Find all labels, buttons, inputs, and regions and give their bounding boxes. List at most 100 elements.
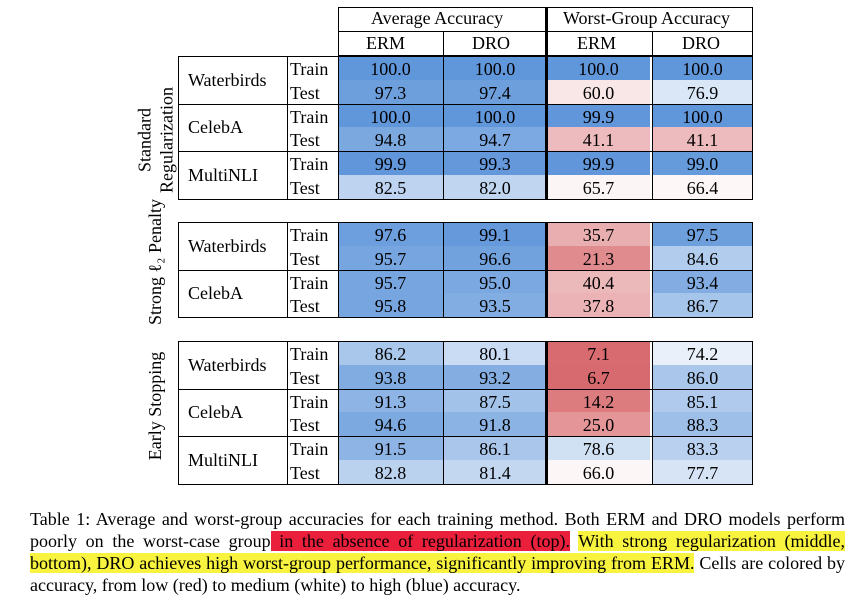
header-dro-average: DRO xyxy=(472,33,511,53)
header-erm-average: ERM xyxy=(366,33,406,53)
split-label: Test xyxy=(290,178,320,198)
value-cell: 97.3 xyxy=(338,80,443,105)
table-rule xyxy=(443,222,444,317)
dataset-name: Waterbirds xyxy=(188,236,267,256)
value-cell: 82.0 xyxy=(443,175,547,200)
table-rule xyxy=(178,222,179,317)
dataset-name: CelebA xyxy=(188,402,243,422)
table-rule xyxy=(443,31,444,55)
split-label: Train xyxy=(290,344,329,364)
table-rule xyxy=(178,270,753,271)
caption-highlight-red: in the absence of regularization (top). xyxy=(270,531,570,551)
value-cell: 88.3 xyxy=(652,412,753,437)
section-label-line: Regularization xyxy=(156,87,176,193)
header-worst-group-accuracy: Worst-Group Accuracy xyxy=(563,8,730,28)
value-cell: 83.3 xyxy=(652,436,753,461)
table-rule xyxy=(178,56,753,57)
value-cell: 99.9 xyxy=(338,151,443,176)
value-cell: 95.0 xyxy=(443,270,547,295)
table-rule xyxy=(287,341,288,484)
value-cell: 87.5 xyxy=(443,389,547,414)
split-label: Train xyxy=(290,392,329,412)
value-cell: 100.0 xyxy=(652,56,753,81)
value-cell: 85.1 xyxy=(652,389,753,414)
value-cell: 97.5 xyxy=(652,222,753,247)
value-cell: 100.0 xyxy=(443,104,547,129)
table-rule xyxy=(287,222,288,317)
value-cell: 93.5 xyxy=(443,293,547,318)
value-cell: 66.4 xyxy=(652,175,753,200)
value-cell: 81.4 xyxy=(443,460,547,485)
value-cell: 25.0 xyxy=(547,412,650,437)
value-cell: 6.7 xyxy=(547,365,650,390)
value-cell: 99.9 xyxy=(547,151,650,176)
split-label: Test xyxy=(290,463,320,483)
split-label: Train xyxy=(290,107,329,127)
value-cell: 100.0 xyxy=(338,104,443,129)
header-dro-worst: DRO xyxy=(682,33,721,53)
value-cell: 91.3 xyxy=(338,389,443,414)
section-label-line: Early Stopping xyxy=(145,351,166,461)
value-cell: 100.0 xyxy=(443,56,547,81)
table-rule xyxy=(178,436,753,437)
table-rule xyxy=(178,341,179,484)
value-cell: 95.7 xyxy=(338,270,443,295)
value-cell: 96.6 xyxy=(443,246,547,271)
value-cell: 41.1 xyxy=(547,127,650,152)
value-cell: 100.0 xyxy=(652,104,753,129)
value-cell: 60.0 xyxy=(547,80,650,105)
table-rule xyxy=(545,56,548,199)
table-rule xyxy=(338,341,339,484)
value-cell: 86.7 xyxy=(652,293,753,318)
value-cell: 37.8 xyxy=(547,293,650,318)
results-table: Average Accuracy Worst-Group Accuracy ER… xyxy=(134,7,753,485)
table-rule xyxy=(178,341,753,342)
split-label: Train xyxy=(290,225,329,245)
value-cell: 97.6 xyxy=(338,222,443,247)
table-rule xyxy=(545,7,548,55)
value-cell: 99.0 xyxy=(652,151,753,176)
value-cell: 77.7 xyxy=(652,460,753,485)
dataset-name: CelebA xyxy=(188,283,243,303)
value-cell: 97.4 xyxy=(443,80,547,105)
split-label: Test xyxy=(290,368,320,388)
split-label: Test xyxy=(290,296,320,316)
split-label: Test xyxy=(290,249,320,269)
value-cell: 91.8 xyxy=(443,412,547,437)
value-cell: 14.2 xyxy=(547,389,650,414)
value-cell: 99.9 xyxy=(547,104,650,129)
value-cell: 35.7 xyxy=(547,222,650,247)
dataset-name: Waterbirds xyxy=(188,355,267,375)
value-cell: 21.3 xyxy=(547,246,650,271)
value-cell: 76.9 xyxy=(652,80,753,105)
table-rule xyxy=(545,222,548,317)
split-label: Train xyxy=(290,439,329,459)
section-label: Standard Regularization xyxy=(134,87,177,193)
table-rule xyxy=(652,31,653,55)
table-rule xyxy=(652,222,653,317)
section-label-line: Strong ℓ₂ Penalty xyxy=(145,199,166,325)
value-cell: 86.2 xyxy=(338,341,443,366)
table-rule xyxy=(545,341,548,484)
table-rule xyxy=(443,341,444,484)
table-rule xyxy=(178,389,753,390)
value-cell: 94.6 xyxy=(338,412,443,437)
split-label: Train xyxy=(290,273,329,293)
dataset-name: MultiNLI xyxy=(188,165,258,185)
table-caption: Table 1: Average and worst-group accurac… xyxy=(30,508,845,596)
value-cell: 80.1 xyxy=(443,341,547,366)
value-cell: 93.2 xyxy=(443,365,547,390)
value-cell: 41.1 xyxy=(652,127,753,152)
split-label: Train xyxy=(290,59,329,79)
value-cell: 94.7 xyxy=(443,127,547,152)
value-cell: 100.0 xyxy=(547,56,650,81)
value-cell: 86.1 xyxy=(443,436,547,461)
table-rule xyxy=(178,317,753,318)
value-cell: 100.0 xyxy=(338,56,443,81)
dataset-name: CelebA xyxy=(188,117,243,137)
table-rule xyxy=(178,151,753,152)
table-rule xyxy=(652,341,653,484)
header-erm-worst: ERM xyxy=(577,33,617,53)
table-rule xyxy=(752,7,753,55)
header-average-accuracy: Average Accuracy xyxy=(371,8,504,28)
